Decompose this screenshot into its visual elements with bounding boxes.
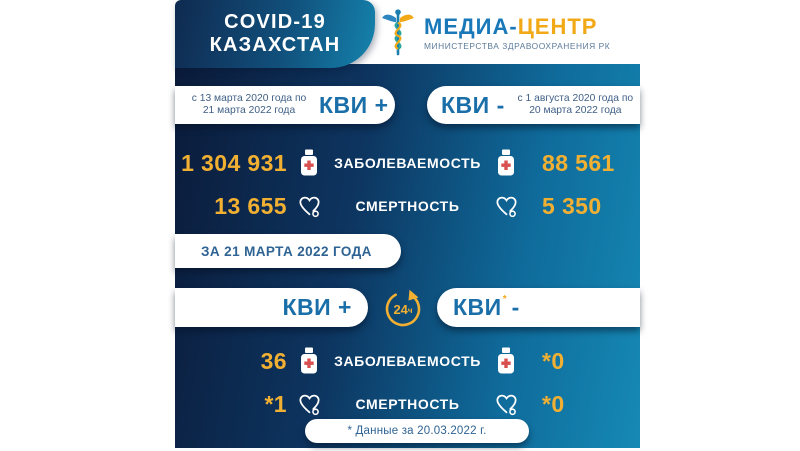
logo-name-media: МЕДИА- [424, 14, 518, 39]
media-center-logo: МЕДИА-ЦЕНТР МИНИСТЕРСТВА ЗДРАВООХРАНЕНИЯ… [381, 5, 610, 61]
24h-badge-text: 24 ч [383, 289, 423, 329]
heart-stethoscope-icon [287, 391, 331, 418]
incidence-kvi-plus-value: 1 304 931 [181, 149, 287, 176]
logo-name-center: ЦЕНТР [517, 14, 598, 39]
daily-kvi-plus-label: КВИ + [282, 294, 352, 320]
daily-kvi-minus-asterisk: * [502, 294, 507, 305]
medicine-bottle-icon [287, 347, 331, 375]
daily-kvi-minus-pill: КВИ * - [437, 288, 640, 327]
heart-stethoscope-icon [484, 391, 528, 418]
mortality-metric-label: СМЕРТНОСТЬ [355, 198, 460, 214]
daily-incidence-row: 36 ЗАБОЛЕВАЕМОСТЬ *0 [175, 344, 640, 378]
heart-stethoscope-icon [287, 193, 331, 220]
daily-incidence-kvi-plus-value: 36 [260, 347, 287, 374]
daily-mortality-metric-label: СМЕРТНОСТЬ [355, 396, 460, 412]
daily-kvi-plus-pill: КВИ + [175, 288, 368, 327]
title-line1: COVID-19 [224, 11, 326, 33]
kvi-plus-period-pill: с 13 марта 2020 года по 21 марта 2022 го… [175, 86, 395, 124]
kvi-minus-period-text: с 1 августа 2020 года по 20 марта 2022 г… [517, 92, 634, 117]
daily-mortality-kvi-plus-value: *1 [264, 390, 287, 417]
cumulative-incidence-row: 1 304 931 ЗАБОЛЕВАЕМОСТЬ 88 561 [175, 146, 640, 180]
footnote-pill: * Данные за 20.03.2022 г. [305, 419, 529, 443]
daily-date-banner: ЗА 21 МАРТА 2022 ГОДА [175, 234, 401, 268]
kvi-plus-period-text: с 13 марта 2020 года по 21 марта 2022 го… [191, 92, 307, 117]
logo-text: МЕДИА-ЦЕНТР МИНИСТЕРСТВА ЗДРАВООХРАНЕНИЯ… [424, 15, 611, 52]
heart-stethoscope-icon [484, 193, 528, 220]
24h-unit: ч [407, 306, 413, 315]
medicine-bottle-icon [484, 149, 528, 177]
daily-kvi-minus-label: КВИ [453, 294, 502, 320]
medicine-bottle-icon [287, 149, 331, 177]
cumulative-mortality-row: 13 655 СМЕРТНОСТЬ 5 350 [175, 189, 640, 223]
header-title-shape: COVID-19 КАЗАХСТАН [175, 0, 375, 68]
kvi-minus-period-pill: КВИ - с 1 августа 2020 года по 20 марта … [427, 86, 640, 124]
content-column: COVID-19 КАЗАХСТАН МЕДИА-ЦЕНТР МИНИСТЕРС… [175, 0, 640, 448]
incidence-metric-label: ЗАБОЛЕВАЕМОСТЬ [334, 155, 481, 171]
caduceus-icon [382, 9, 414, 56]
24h-number: 24 [393, 301, 408, 317]
daily-mortality-row: *1 СМЕРТНОСТЬ *0 [175, 387, 640, 421]
logo-name: МЕДИА-ЦЕНТР [424, 15, 610, 39]
logo-subtitle: МИНИСТЕРСТВА ЗДРАВООХРАНЕНИЯ РК [424, 41, 611, 51]
daily-incidence-kvi-minus-value: *0 [542, 347, 565, 374]
incidence-kvi-minus-value: 88 561 [542, 149, 615, 176]
daily-kvi-minus-sign: - [511, 294, 520, 320]
daily-incidence-metric-label: ЗАБОЛЕВАЕМОСТЬ [334, 353, 481, 369]
24h-refresh-icon: 24 ч [383, 289, 423, 329]
mortality-kvi-plus-value: 13 655 [214, 192, 287, 219]
title-line2: КАЗАХСТАН [209, 34, 341, 56]
kvi-minus-label: КВИ - [441, 91, 505, 118]
mortality-kvi-minus-value: 5 350 [542, 192, 602, 219]
page-title: COVID-19 КАЗАХСТАН [210, 11, 341, 57]
medicine-bottle-icon [484, 347, 528, 375]
daily-mortality-kvi-minus-value: *0 [542, 390, 565, 417]
kvi-plus-label: КВИ + [319, 91, 389, 118]
